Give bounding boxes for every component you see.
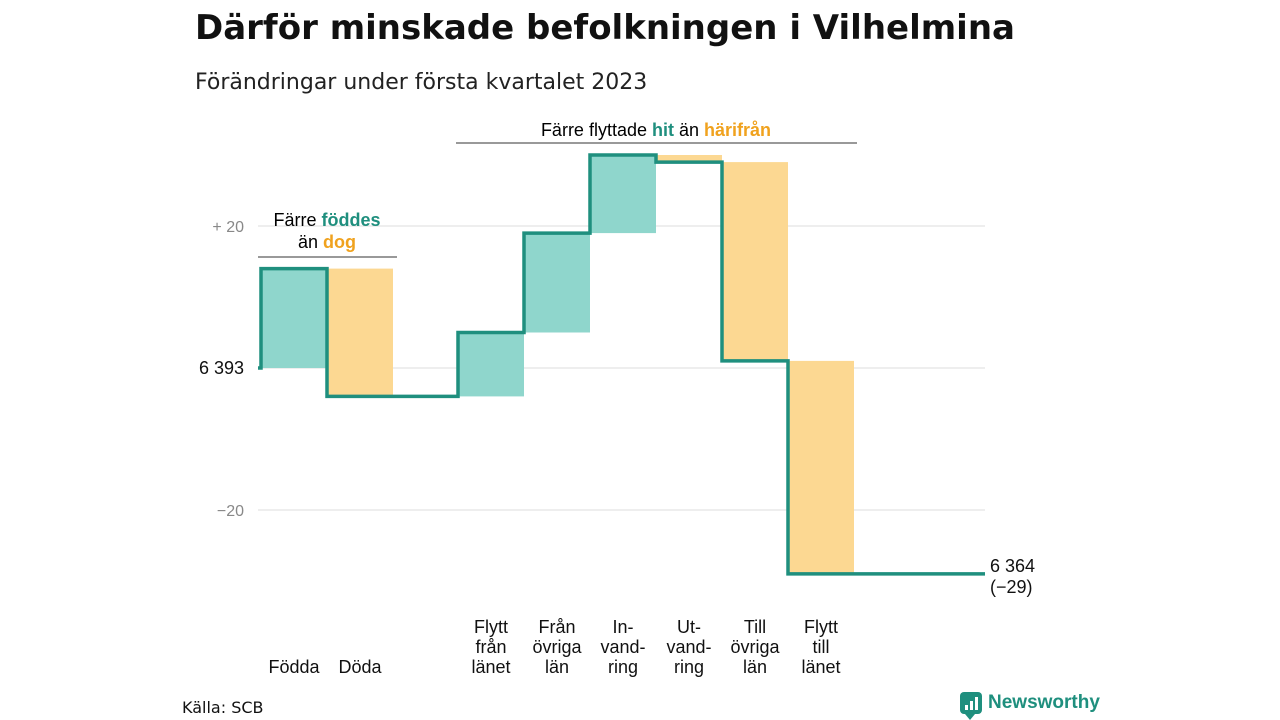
end-value-label: 6 364	[990, 556, 1035, 576]
bars	[261, 155, 854, 574]
category-label-fran_ovriga_lan: Från övriga län	[532, 617, 582, 677]
bar-doda	[327, 268, 393, 397]
bar-flytt_fran_lanet	[458, 332, 524, 397]
category-label-invandring: In-vand-ring	[600, 617, 645, 677]
newsworthy-logo-icon	[960, 692, 982, 720]
bar-fran_ovriga_lan	[524, 233, 590, 333]
y-tick-label: + 20	[212, 219, 244, 236]
y-tick-label: −20	[217, 503, 244, 520]
births-annotation-line1: Färre föddes	[273, 210, 380, 230]
bar-till_ovriga_lan	[722, 162, 788, 361]
cumulative-step-line	[258, 153, 985, 576]
labels: + 20 −20 Födda Döda Flytt från länet Från övriga…	[199, 219, 1035, 677]
category-label-flytt_fran_lanet: Flytt från länet	[471, 617, 510, 677]
births-annotation-line2: än dog	[298, 232, 356, 252]
moves-annotation: Färre flyttade hit än härifrån	[541, 120, 771, 140]
waterfall-chart: + 20 −20 Födda Döda Flytt från länet Från övriga…	[199, 120, 1035, 677]
annotations: Färre föddes än dog Färre flyttade hit ä…	[258, 120, 857, 258]
category-label-flytt_till_lanet: Flytt till länet	[801, 617, 840, 677]
category-label-till_ovriga_lan: Till övriga län	[730, 617, 780, 677]
start-value-label: 6 393	[199, 358, 244, 378]
chart-title: Därför minskade befolkningen i Vilhelmin…	[195, 8, 1015, 48]
category-label-doda: Döda	[338, 657, 382, 677]
brand-name: Newsworthy	[988, 692, 1100, 713]
births-annotation-highlight: föddes	[322, 210, 381, 230]
bar-invandring	[590, 155, 656, 234]
bar-utvandring	[656, 155, 722, 163]
brand-logo: Newsworthy	[960, 692, 1100, 720]
category-label-fodda: Födda	[268, 657, 320, 677]
step-line	[258, 153, 985, 576]
deaths-annotation-highlight: dog	[323, 232, 356, 252]
bar-fodda	[261, 268, 327, 368]
chart-subtitle: Förändringar under första kvartalet 2023	[195, 70, 648, 95]
source-note: Källa: SCB	[182, 698, 264, 717]
category-label-utvandring: Ut-vand-ring	[666, 617, 711, 677]
end-change-label: (−29)	[990, 577, 1033, 597]
bar-flytt_till_lanet	[788, 360, 854, 574]
